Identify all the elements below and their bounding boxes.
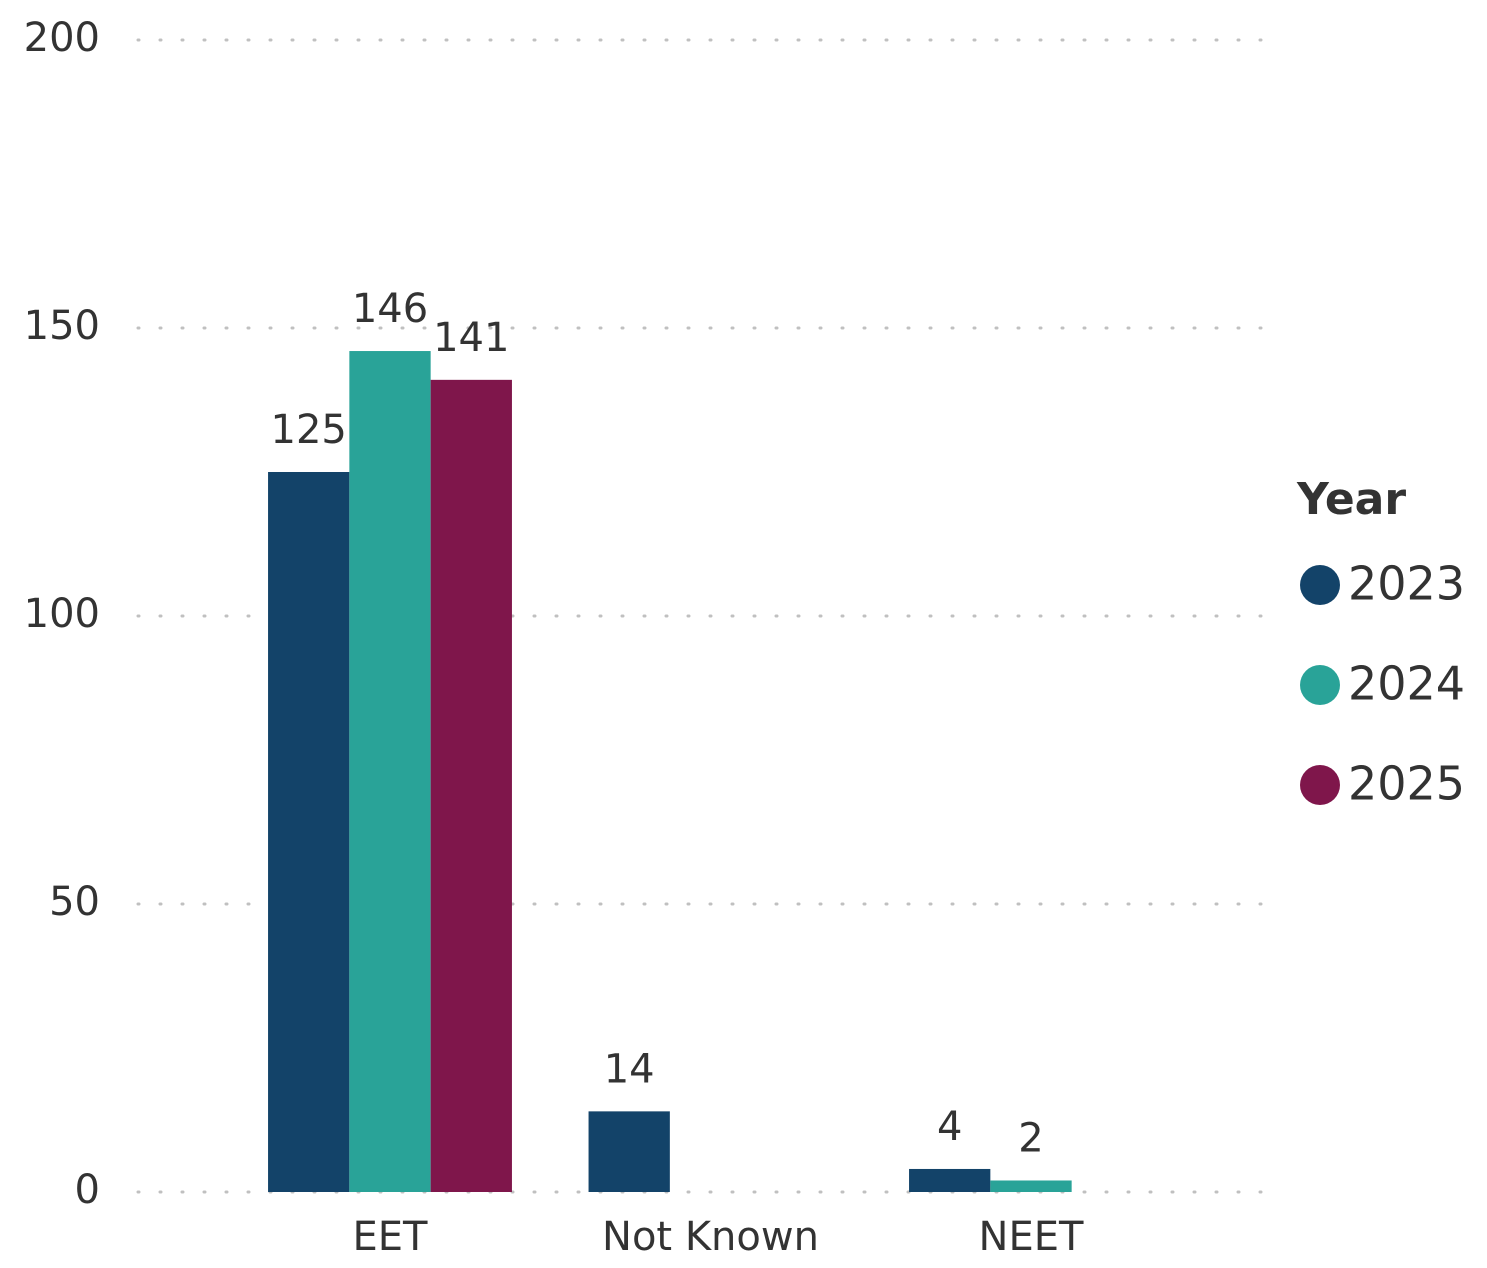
- bar: [990, 1180, 1072, 1192]
- bar: [588, 1111, 670, 1192]
- bar: [909, 1168, 991, 1192]
- bar: [268, 472, 350, 1192]
- y-tick-label: 0: [75, 1167, 100, 1213]
- legend-label: 2023: [1348, 557, 1465, 611]
- bar: [349, 351, 431, 1192]
- data-label: 14: [604, 1046, 655, 1092]
- legend-marker: [1300, 665, 1340, 705]
- legend-label: 2025: [1348, 757, 1465, 811]
- data-label: 141: [433, 315, 509, 361]
- x-tick-label: NEET: [979, 1214, 1084, 1260]
- data-label: 2: [1018, 1115, 1043, 1161]
- legend-marker: [1300, 565, 1340, 605]
- legend-marker: [1300, 765, 1340, 805]
- data-label: 146: [352, 286, 428, 332]
- data-label: 125: [271, 407, 347, 453]
- bar: [430, 379, 512, 1193]
- legend-title: Year: [1296, 474, 1406, 525]
- legend-label: 2024: [1348, 657, 1465, 711]
- y-tick-label: 50: [49, 879, 100, 925]
- y-tick-label: 150: [24, 303, 100, 349]
- y-tick-label: 200: [24, 15, 100, 61]
- data-label: 4: [937, 1104, 962, 1150]
- x-tick-label: EET: [353, 1214, 429, 1260]
- x-tick-label: Not Known: [602, 1214, 819, 1260]
- y-tick-label: 100: [24, 591, 100, 637]
